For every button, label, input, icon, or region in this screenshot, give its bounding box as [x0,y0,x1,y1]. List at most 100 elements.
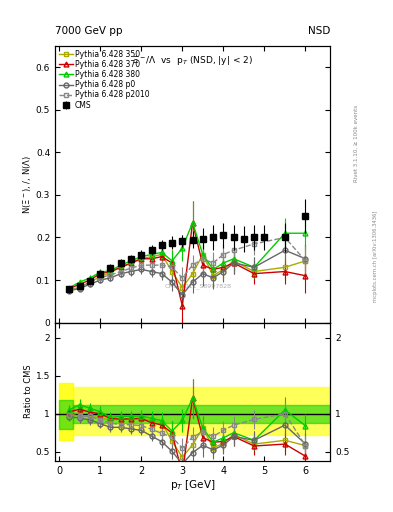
Pythia 6.428 370 [149,255,154,262]
Pythia 6.428 380 [160,249,164,255]
Pythia 6.428 370 [160,253,164,260]
Pythia 6.428 380 [108,268,113,274]
Pythia 6.428 370 [221,264,226,270]
Pythia 6.428 370 [67,286,72,292]
Pythia 6.428 p0 [98,277,103,283]
Pythia 6.428 p2010 [77,285,82,291]
Pythia 6.428 p0 [211,275,215,281]
Pythia 6.428 p0 [139,266,143,272]
Pythia 6.428 p2010 [252,241,257,247]
Pythia 6.428 p2010 [98,275,103,281]
Pythia 6.428 380 [88,275,92,281]
Pythia 6.428 380 [231,255,236,262]
Pythia 6.428 p2010 [67,287,72,293]
Text: 7000 GeV pp: 7000 GeV pp [55,26,123,36]
Pythia 6.428 380 [139,253,143,260]
Text: Rivet 3.1.10, ≥ 100k events: Rivet 3.1.10, ≥ 100k events [354,105,359,182]
Pythia 6.428 p0 [170,279,174,285]
Pythia 6.428 370 [108,268,113,274]
Pythia 6.428 p2010 [129,265,133,271]
Pythia 6.428 p0 [67,288,72,294]
Pythia 6.428 350 [77,285,82,291]
Pythia 6.428 p2010 [283,234,287,241]
Pythia 6.428 350 [98,273,103,280]
Pythia 6.428 p0 [231,260,236,266]
Pythia 6.428 350 [283,264,287,270]
Pythia 6.428 p0 [129,268,133,274]
Line: Pythia 6.428 370: Pythia 6.428 370 [67,220,308,308]
Pythia 6.428 p0 [118,270,123,276]
Pythia 6.428 p0 [200,270,205,276]
Pythia 6.428 350 [67,286,72,292]
Pythia 6.428 380 [252,264,257,270]
Pythia 6.428 p0 [190,279,195,285]
Pythia 6.428 p0 [303,255,308,262]
Text: $\Xi^-/\Lambda$  vs  p$_T$ (NSD, |y| < 2): $\Xi^-/\Lambda$ vs p$_T$ (NSD, |y| < 2) [132,54,253,68]
Pythia 6.428 350 [139,255,143,262]
Y-axis label: N($\Xi^-$), /, N($\Lambda$): N($\Xi^-$), /, N($\Lambda$) [21,155,33,214]
Pythia 6.428 350 [252,268,257,274]
Pythia 6.428 370 [252,270,257,276]
Pythia 6.428 380 [221,260,226,266]
Pythia 6.428 370 [129,260,133,266]
Text: mcplots.cern.ch [arXiv:1306.3436]: mcplots.cern.ch [arXiv:1306.3436] [373,210,378,302]
Pythia 6.428 p0 [180,292,185,298]
Pythia 6.428 p2010 [211,260,215,266]
Pythia 6.428 p2010 [160,262,164,268]
Pythia 6.428 350 [108,269,113,275]
Pythia 6.428 370 [139,255,143,262]
Pythia 6.428 p2010 [118,268,123,274]
Pythia 6.428 370 [200,262,205,268]
Pythia 6.428 370 [170,260,174,266]
Pythia 6.428 p2010 [231,247,236,253]
Pythia 6.428 350 [170,268,174,274]
Pythia 6.428 p2010 [170,264,174,270]
Pythia 6.428 p0 [160,270,164,276]
Pythia 6.428 350 [231,258,236,264]
Pythia 6.428 370 [98,270,103,276]
Pythia 6.428 370 [77,281,82,287]
Pythia 6.428 350 [211,273,215,279]
Pythia 6.428 350 [149,253,154,260]
Pythia 6.428 p2010 [303,258,308,264]
Pythia 6.428 380 [67,285,72,291]
Line: Pythia 6.428 350: Pythia 6.428 350 [67,252,308,292]
Pythia 6.428 p0 [283,247,287,253]
Pythia 6.428 p2010 [88,279,92,285]
Pythia 6.428 350 [303,258,308,264]
Pythia 6.428 p0 [252,264,257,270]
Pythia 6.428 380 [180,245,185,251]
Pythia 6.428 350 [200,251,205,258]
Pythia 6.428 350 [88,279,92,285]
Pythia 6.428 380 [118,262,123,268]
Pythia 6.428 p2010 [139,262,143,268]
Pythia 6.428 380 [303,230,308,237]
Pythia 6.428 p2010 [190,262,195,268]
Pythia 6.428 370 [211,266,215,272]
Pythia 6.428 380 [98,269,103,275]
Pythia 6.428 p2010 [180,275,185,281]
Pythia 6.428 350 [180,285,185,291]
Pythia 6.428 p0 [77,286,82,292]
X-axis label: p$_T$ [GeV]: p$_T$ [GeV] [170,478,215,493]
Pythia 6.428 p0 [149,268,154,274]
Pythia 6.428 370 [118,264,123,270]
Line: Pythia 6.428 380: Pythia 6.428 380 [67,220,308,290]
Pythia 6.428 350 [221,266,226,272]
Pythia 6.428 370 [231,260,236,266]
Pythia 6.428 p0 [88,281,92,287]
Pythia 6.428 380 [170,258,174,264]
Pythia 6.428 380 [77,279,82,285]
Pythia 6.428 380 [200,251,205,258]
Pythia 6.428 370 [283,268,287,274]
Pythia 6.428 350 [118,264,123,270]
Pythia 6.428 380 [149,251,154,258]
Pythia 6.428 370 [180,303,185,309]
Pythia 6.428 370 [190,220,195,226]
Pythia 6.428 370 [88,277,92,283]
Pythia 6.428 350 [129,260,133,266]
Text: NSD: NSD [308,26,330,36]
Pythia 6.428 p2010 [200,255,205,262]
Pythia 6.428 350 [190,270,195,276]
Pythia 6.428 p2010 [149,262,154,268]
